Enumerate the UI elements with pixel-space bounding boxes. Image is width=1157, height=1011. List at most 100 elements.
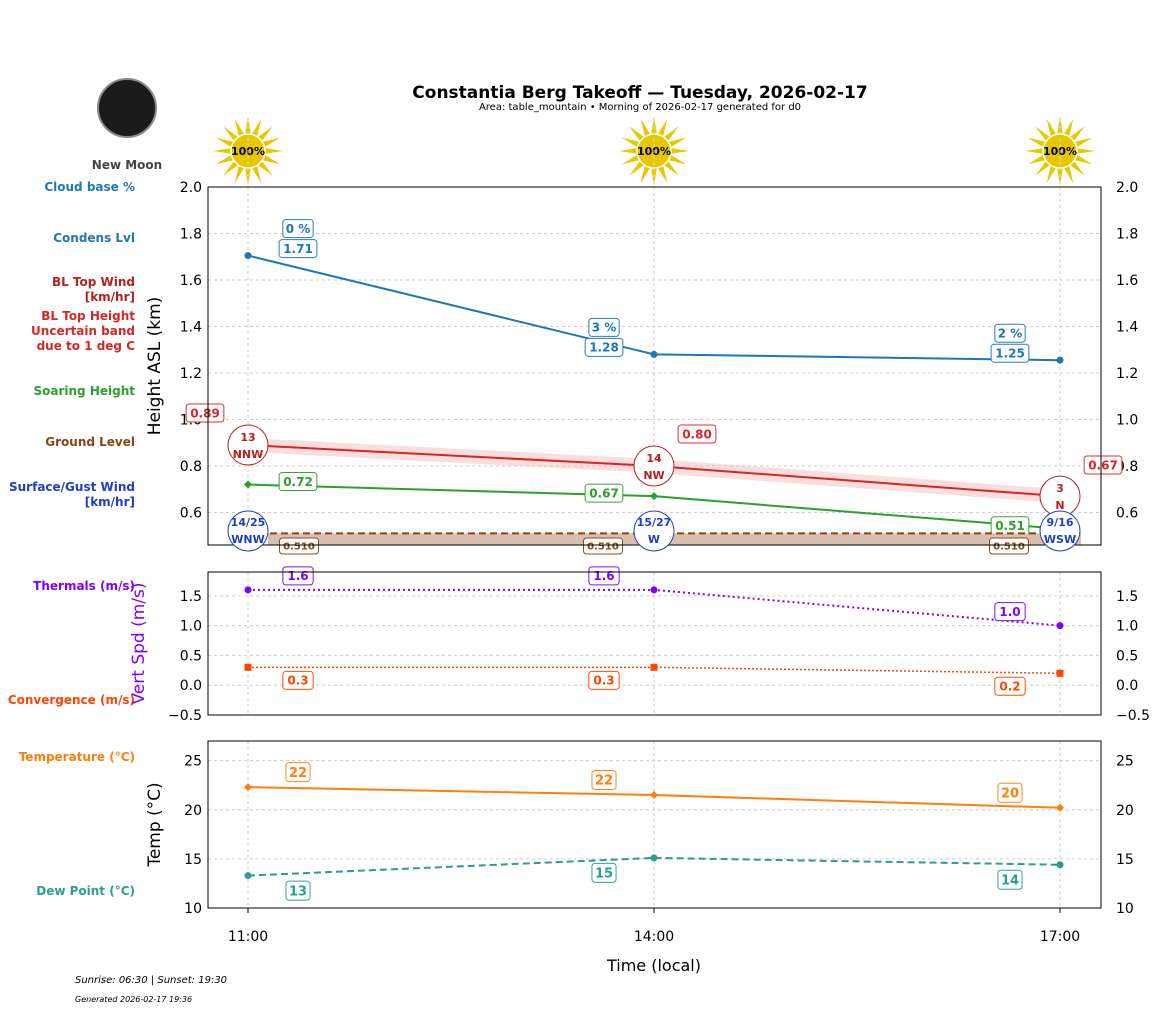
sun-ray <box>262 137 281 148</box>
surface-wind-direction: WSW <box>1044 533 1076 546</box>
data-point <box>244 872 252 880</box>
value-label: 1.6 <box>593 569 614 583</box>
sun-ray <box>629 160 645 176</box>
value-label-box <box>994 602 1026 622</box>
value-label: 0.51 <box>995 519 1025 533</box>
y-tick-label: 20 <box>184 803 202 819</box>
y-tick-label: −0.5 <box>168 708 202 724</box>
sun-ray <box>257 160 273 176</box>
data-point <box>244 663 252 671</box>
sun-ray <box>651 116 657 135</box>
surface-wind-speed: 9/16 <box>1047 516 1074 529</box>
y-axis-label: Vert Spd (m/s) <box>129 582 149 704</box>
surface-wind-speed: 15/27 <box>637 516 672 529</box>
sun-ray <box>1076 148 1095 154</box>
y-tick-label-right: 0.5 <box>1116 648 1138 664</box>
value-label-box <box>282 566 314 586</box>
sun-ray <box>1057 116 1063 135</box>
value-label: 0.72 <box>283 475 313 489</box>
sun-ray <box>1046 165 1057 184</box>
sun-ray <box>262 154 281 165</box>
cloud-base-label: 0 % <box>286 222 311 236</box>
sun-ray <box>215 154 234 165</box>
surface-wind-speed: 14/25 <box>231 516 266 529</box>
value-label: 0.3 <box>287 674 308 688</box>
sun-ray <box>1074 137 1093 148</box>
value-label-box <box>185 403 225 423</box>
data-point <box>1056 622 1064 630</box>
condens-label-box <box>278 239 318 259</box>
y-tick-label: 0.6 <box>180 505 202 521</box>
value-label: 20 <box>1001 786 1019 801</box>
y-tick-label-right: 20 <box>1116 803 1134 819</box>
condens-label: 1.71 <box>283 242 313 256</box>
sun-ray <box>640 165 651 184</box>
value-label: 0.2 <box>999 680 1020 694</box>
y-tick-label-right: 1.8 <box>1116 226 1138 242</box>
x-tick-label: 14:00 <box>634 929 674 945</box>
surface-wind-direction: W <box>648 533 660 546</box>
sun-ray <box>1035 160 1051 176</box>
y-tick-label-right: 0.6 <box>1116 505 1138 521</box>
surface-wind-barb-icon <box>1039 510 1081 552</box>
bl-wind-direction: N <box>1055 499 1064 512</box>
sun-ray <box>215 137 234 148</box>
y-tick-label-right: 25 <box>1116 754 1134 770</box>
sun-ray <box>668 154 687 165</box>
bl-wind-barb-icon <box>227 424 269 466</box>
ground-label-box <box>279 537 319 555</box>
value-label: 0.80 <box>682 427 712 441</box>
y-tick-label-right: 1.0 <box>1116 412 1138 428</box>
moon-label: New Moon <box>91 158 163 172</box>
data-point <box>650 663 658 671</box>
side-label: Cloud base % <box>44 180 135 194</box>
y-tick-label-right: 1.6 <box>1116 273 1138 289</box>
condens-label-box <box>584 337 624 357</box>
cloud-base-label-box <box>588 317 620 337</box>
sun-ray <box>1074 154 1093 165</box>
value-label: 1.6 <box>287 569 308 583</box>
ground-fill <box>268 533 1081 545</box>
side-label: BL Top Height Uncertain band due to 1 de… <box>31 309 135 353</box>
data-point <box>650 791 658 800</box>
sun-ray <box>1035 126 1051 142</box>
y-tick-label: 15 <box>184 852 202 868</box>
data-point <box>650 350 658 358</box>
y-tick-label: 1.5 <box>180 589 202 605</box>
sun-ray <box>657 165 668 184</box>
value-label-box <box>994 676 1026 696</box>
surface-wind-barb-icon <box>633 510 675 552</box>
bl-wind-direction: NNW <box>233 448 264 461</box>
data-point <box>244 586 252 594</box>
bl-wind-speed: 13 <box>240 431 255 444</box>
y-tick-label: 1.6 <box>180 273 202 289</box>
condens-label: 1.25 <box>995 347 1025 361</box>
y-tick-label: 0.0 <box>180 678 202 694</box>
sun-ray <box>663 160 679 176</box>
sun-ray <box>223 126 239 142</box>
y-tick-label-right: 1.0 <box>1116 619 1138 635</box>
bl-wind-speed: 3 <box>1056 482 1064 495</box>
value-label-box <box>997 782 1023 803</box>
sun-ray <box>670 148 689 154</box>
y-tick-label-right: 1.4 <box>1116 319 1138 335</box>
value-label-box <box>584 483 624 503</box>
y-tick-label-right: −0.5 <box>1116 708 1150 724</box>
y-tick-label: 1.4 <box>180 319 202 335</box>
sun-ray <box>223 160 239 176</box>
x-tick-label: 17:00 <box>1040 929 1080 945</box>
sun-ray <box>1027 137 1046 148</box>
bl-wind-speed: 14 <box>646 452 662 465</box>
value-label-box <box>282 670 314 690</box>
value-label-box <box>591 862 617 883</box>
condens-label: 1.28 <box>589 341 619 355</box>
side-label: Soaring Height <box>33 384 136 398</box>
cloud-base-label: 3 % <box>592 321 617 335</box>
data-point <box>650 492 658 501</box>
value-label-box <box>588 670 620 690</box>
sun-ray <box>257 126 273 142</box>
data-point <box>244 783 252 792</box>
side-label: Condens Lvl <box>53 231 135 245</box>
